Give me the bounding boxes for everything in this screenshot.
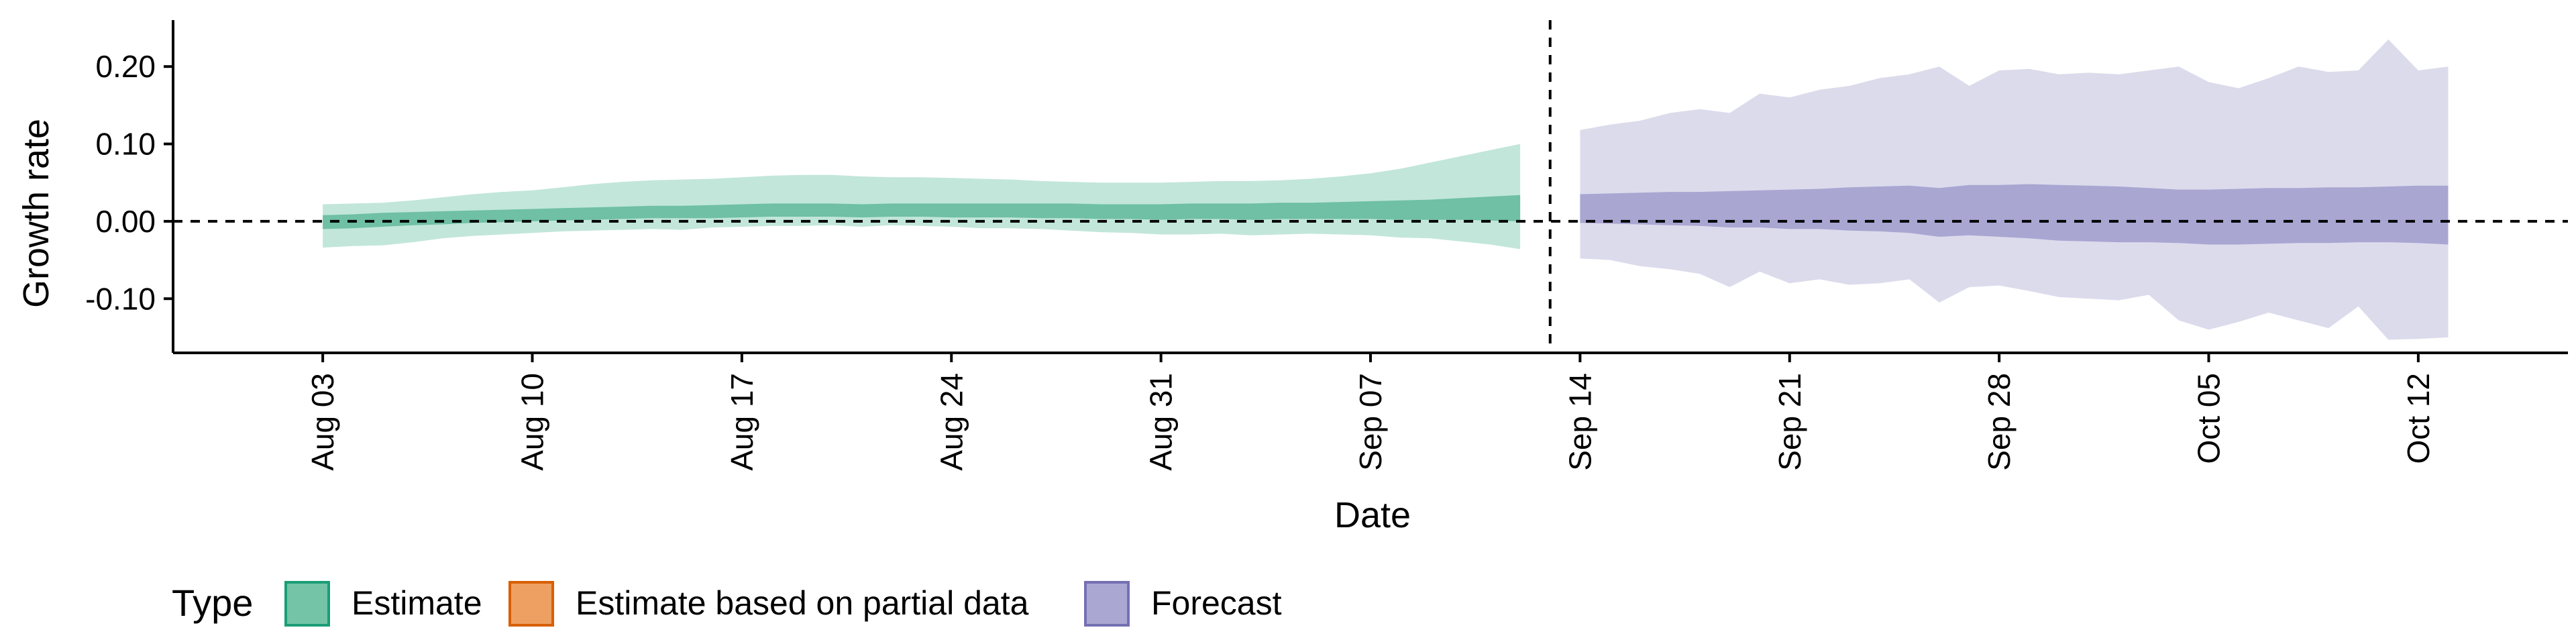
legend-title: Type [172,582,253,624]
reference-lines [173,20,2568,353]
x-axis-title: Date [1334,495,1411,535]
x-tick-label: Aug 24 [934,373,969,471]
y-tick-label: 0.10 [95,127,156,162]
y-tick-label: -0.10 [85,281,156,316]
x-tick-label: Sep 21 [1772,373,1807,471]
x-tick-label: Aug 31 [1144,373,1179,471]
x-tick-label: Sep 07 [1353,373,1388,471]
legend-label-forecast: Forecast [1151,584,1282,622]
band-90-estimate [323,144,1521,250]
band-50-forecast [1580,184,2449,245]
x-tick-label: Aug 03 [305,373,340,471]
y-axis-ticks: -0.10 0.00 0.10 0.20 [85,49,173,316]
y-tick-label: 0.00 [95,204,156,239]
band-50-estimate [323,195,1521,229]
x-tick-label: Oct 12 [2401,373,2436,464]
x-tick-label: Aug 17 [724,373,759,471]
x-axis-ticks: Aug 03 Aug 10 Aug 17 Aug 24 Aug 31 Sep 07 Sep … [305,353,2436,471]
legend-label-estimate: Estimate [352,584,482,622]
y-tick-label: 0.20 [95,49,156,84]
legend: Type Estimate Estimate based on partial … [172,581,1282,627]
x-tick-label: Sep 14 [1562,373,1597,471]
x-tick-label: Aug 10 [515,373,550,471]
legend-swatch-forecast [1084,581,1130,627]
legend-swatch-partial [508,581,554,627]
legend-swatch-estimate [284,581,330,627]
plot-bands [323,39,2449,340]
legend-label-partial: Estimate based on partial data [576,584,1029,622]
y-axis-title: Growth rate [16,119,56,308]
x-tick-label: Sep 28 [1982,373,2017,471]
x-tick-label: Oct 05 [2192,373,2226,464]
